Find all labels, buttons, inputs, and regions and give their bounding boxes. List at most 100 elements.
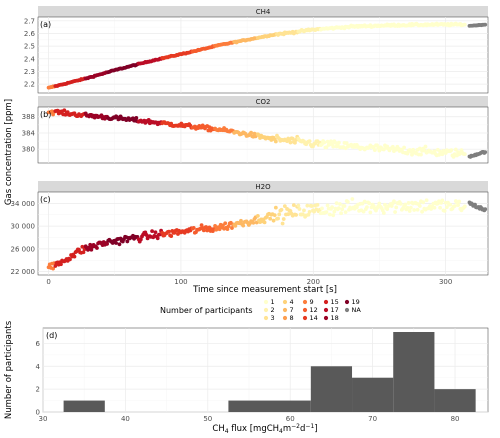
data-point bbox=[403, 202, 408, 207]
data-point bbox=[440, 198, 445, 203]
xlabel-part: m bbox=[283, 424, 291, 434]
data-point bbox=[290, 136, 295, 141]
data-point bbox=[340, 207, 345, 212]
panel-strip-title: H2O bbox=[255, 183, 271, 191]
data-point bbox=[117, 242, 122, 247]
data-point bbox=[114, 241, 118, 245]
legend-label: 14 bbox=[310, 314, 318, 322]
xlabel-superscript: −2 bbox=[291, 423, 300, 430]
y-tick-label: 2 bbox=[36, 386, 40, 394]
legend-label: 3 bbox=[271, 314, 275, 322]
data-point bbox=[249, 130, 253, 135]
data-point bbox=[383, 202, 387, 207]
panel-strip bbox=[38, 181, 488, 192]
data-point bbox=[365, 205, 369, 209]
data-point bbox=[392, 199, 396, 204]
y-tick-label: 2.4 bbox=[24, 55, 36, 63]
data-points bbox=[46, 21, 488, 90]
data-point bbox=[442, 208, 447, 213]
histogram-bar bbox=[352, 377, 394, 412]
data-point bbox=[53, 264, 58, 268]
data-point bbox=[432, 205, 437, 210]
data-point bbox=[251, 220, 256, 225]
data-point bbox=[329, 139, 333, 144]
legend-key bbox=[323, 315, 329, 321]
histogram-bar bbox=[310, 366, 353, 412]
x-tick-label: 100 bbox=[174, 278, 187, 286]
data-point bbox=[305, 203, 310, 208]
panel-strip-title: CO2 bbox=[256, 98, 271, 106]
data-point bbox=[307, 139, 312, 144]
panel-h2o: H2O 22 000 26 000 30 000 34 000 0 100 200 300 (c) bbox=[11, 181, 489, 286]
legend-label: 9 bbox=[310, 298, 314, 306]
data-point bbox=[424, 198, 429, 203]
data-point bbox=[338, 202, 342, 206]
data-point bbox=[420, 209, 424, 214]
legend-label: 4 bbox=[290, 298, 294, 306]
data-point bbox=[315, 202, 320, 207]
panel-co2: CO2 380 384 388 (b) bbox=[22, 96, 489, 164]
data-point-na bbox=[483, 22, 488, 27]
data-point bbox=[230, 226, 234, 230]
xlabel-subscript: 4 bbox=[225, 428, 229, 435]
xlabel-part: flux [mgCH bbox=[229, 424, 280, 434]
legend-key bbox=[302, 315, 308, 321]
xlabel-part: CH bbox=[212, 424, 224, 434]
data-point bbox=[255, 213, 260, 218]
legend-key bbox=[302, 307, 308, 313]
panel-background bbox=[37, 191, 489, 276]
legend-key bbox=[282, 315, 288, 321]
data-point bbox=[331, 213, 336, 218]
data-point bbox=[153, 230, 158, 235]
data-point bbox=[95, 246, 99, 250]
data-point bbox=[362, 199, 367, 204]
legend-key bbox=[282, 299, 288, 305]
y-tick-label: 26 000 bbox=[11, 245, 36, 253]
xlabel-part: d bbox=[300, 424, 305, 434]
x-tick-label: 200 bbox=[307, 278, 320, 286]
y-tick-label: 2.5 bbox=[24, 43, 35, 51]
data-point bbox=[407, 209, 412, 213]
data-point bbox=[377, 201, 382, 206]
histogram-x-axis-title: CH4 flux [mgCH4m−2d−1] bbox=[212, 423, 317, 435]
legend-key bbox=[263, 307, 269, 313]
legend-key bbox=[344, 307, 350, 313]
data-point bbox=[155, 236, 160, 241]
x-tick-label: 80 bbox=[451, 415, 460, 423]
histogram-bar bbox=[63, 400, 105, 412]
legend-label: 18 bbox=[331, 314, 339, 322]
y-tick-label: 2.6 bbox=[24, 30, 36, 38]
data-point bbox=[282, 204, 287, 209]
data-point bbox=[291, 203, 296, 208]
data-point bbox=[199, 223, 204, 228]
data-point bbox=[320, 206, 324, 211]
panel-tag: (a) bbox=[40, 20, 51, 29]
data-point bbox=[322, 140, 327, 145]
data-point bbox=[394, 205, 399, 210]
data-point bbox=[281, 217, 286, 221]
x-tick-label: 40 bbox=[121, 415, 130, 423]
data-point bbox=[279, 207, 284, 212]
xlabel-subscript: 4 bbox=[279, 428, 283, 435]
data-point bbox=[456, 203, 460, 207]
data-point bbox=[462, 204, 467, 209]
legend-label: 2 bbox=[271, 306, 275, 314]
y-tick-label: 6 bbox=[36, 340, 41, 348]
data-point bbox=[262, 220, 267, 225]
data-point bbox=[411, 147, 415, 152]
data-point bbox=[327, 212, 332, 217]
data-point bbox=[223, 221, 228, 226]
shared-x-axis-title: Time since measurement start [s] bbox=[192, 285, 337, 295]
y-tick-label: 380 bbox=[22, 146, 35, 154]
data-point bbox=[286, 212, 291, 217]
data-point bbox=[330, 205, 334, 210]
data-point bbox=[294, 213, 298, 217]
panel-tag: (b) bbox=[40, 110, 51, 119]
data-point bbox=[417, 204, 422, 208]
y-tick-label: 0 bbox=[36, 409, 40, 417]
data-point bbox=[344, 141, 349, 146]
data-point-na bbox=[483, 207, 488, 212]
data-point bbox=[325, 203, 330, 208]
data-point bbox=[268, 216, 273, 221]
data-point bbox=[412, 208, 417, 212]
